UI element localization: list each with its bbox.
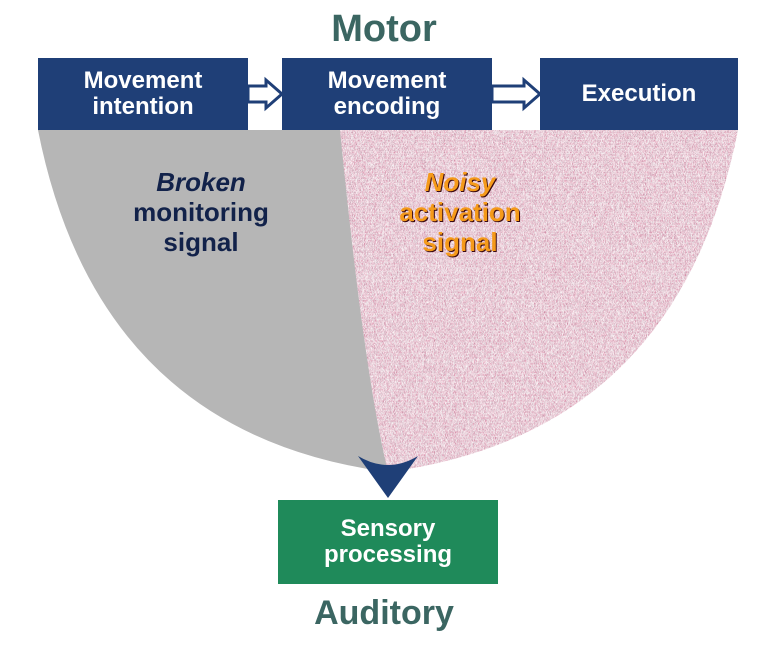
word: signal [422, 227, 497, 257]
box-label: Movement [84, 67, 203, 94]
title-auditory: Auditory [0, 594, 768, 633]
box-sensory-processing: Sensory processing [278, 500, 498, 584]
em-word: Noisy [425, 167, 496, 197]
box-movement-encoding: Movement encoding [282, 58, 492, 130]
box-execution: Execution [540, 58, 738, 130]
label-broken-monitoring-signal: Broken monitoring signal [96, 168, 306, 258]
word: activation [399, 197, 520, 227]
label-noisy-activation-signal: Noisy activation signal [360, 168, 560, 258]
box-label: Sensory [341, 515, 436, 542]
word: monitoring [133, 197, 269, 227]
box-movement-intention: Movement intention [38, 58, 248, 130]
em-word: Broken [156, 167, 246, 197]
box-label: processing [324, 541, 452, 568]
box-label: Movement [328, 67, 447, 94]
word: signal [163, 227, 238, 257]
box-label: Execution [582, 80, 697, 107]
diagram-root: Motor Movement intention Movement encodi… [0, 0, 768, 648]
title-motor: Motor [0, 8, 768, 51]
box-label: encoding [334, 93, 441, 120]
box-label: intention [92, 93, 193, 120]
